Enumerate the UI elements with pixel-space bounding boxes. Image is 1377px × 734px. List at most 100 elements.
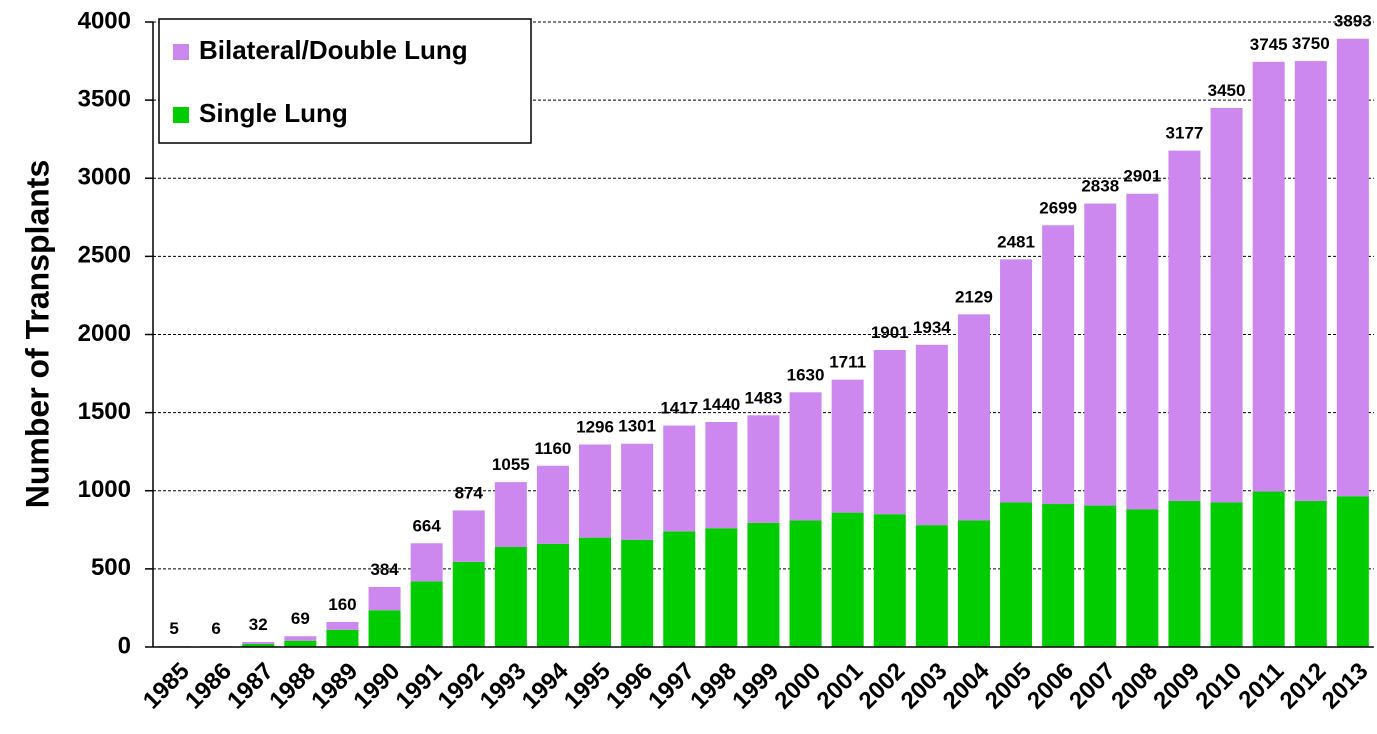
value-label: 69	[291, 609, 310, 628]
x-tick-label: 1988	[264, 658, 321, 715]
x-tick-label: 2007	[1064, 658, 1121, 715]
legend-label: Bilateral/Double Lung	[199, 35, 468, 65]
y-tick-label: 3000	[78, 164, 131, 191]
bar-segment	[242, 642, 275, 644]
bar-segment	[1084, 505, 1117, 647]
value-label: 1160	[535, 439, 572, 458]
bar-segment	[1336, 38, 1369, 497]
bar-segment	[789, 392, 822, 521]
bar-segment	[663, 531, 696, 647]
value-label: 2901	[1123, 167, 1161, 186]
bar-segment	[1042, 225, 1075, 505]
x-tick-label: 2004	[938, 657, 995, 714]
value-label: 5	[169, 619, 178, 638]
bar-segment	[747, 522, 780, 647]
bar-segment	[284, 636, 317, 641]
value-label: 3750	[1292, 34, 1330, 53]
y-tick-label: 500	[91, 554, 131, 581]
bar-segment	[663, 425, 696, 532]
bar-segment	[1252, 61, 1285, 492]
bar-segment	[1336, 496, 1369, 647]
bar-segment	[705, 422, 738, 529]
value-label: 2481	[997, 232, 1035, 251]
x-tick-label: 1990	[348, 658, 405, 715]
legend-swatch	[173, 44, 189, 60]
x-tick-label: 2009	[1148, 658, 1205, 715]
bar-segment	[1168, 150, 1201, 501]
bar-segment	[915, 344, 948, 526]
x-tick-label: 2008	[1106, 658, 1163, 715]
legend: Bilateral/Double Lung Single Lung	[158, 18, 532, 144]
bar-segment	[873, 514, 906, 647]
value-label: 3893	[1334, 12, 1372, 31]
value-label: 6	[211, 619, 220, 638]
value-label: 1483	[745, 388, 783, 407]
value-label: 2129	[955, 287, 993, 306]
value-label: 3450	[1208, 81, 1246, 100]
legend-box	[158, 18, 532, 144]
x-tick-label: 2005	[980, 658, 1037, 715]
bar-segment	[831, 512, 864, 647]
x-tick-label: 2001	[812, 658, 869, 715]
value-label: 2838	[1081, 177, 1119, 196]
y-axis-title: Number of Transplants	[19, 160, 55, 509]
x-tick-label: 2011	[1233, 658, 1289, 714]
x-tick-label: 1993	[475, 658, 532, 715]
bar-segment	[747, 415, 780, 523]
x-tick-label: 2002	[854, 658, 911, 715]
x-tick-label: 1986	[180, 658, 237, 715]
value-label: 1934	[913, 318, 951, 337]
legend-swatch	[173, 107, 189, 123]
x-tick-label: 2006	[1022, 658, 1079, 715]
x-tick-label: 2013	[1317, 658, 1374, 715]
bar-segment	[1084, 203, 1117, 506]
bar-segment	[831, 379, 864, 513]
x-tick-label: 1996	[601, 658, 658, 715]
bar-segment	[873, 349, 906, 515]
value-label: 32	[249, 615, 268, 634]
bar-segment	[452, 510, 485, 562]
bar-segment	[579, 537, 612, 647]
x-tick-label: 1997	[643, 658, 700, 715]
value-label: 1630	[787, 365, 825, 384]
value-label: 1417	[660, 399, 698, 418]
x-tick-label: 1991	[391, 658, 448, 715]
value-label: 384	[370, 560, 399, 579]
bar-segment	[1168, 500, 1201, 647]
x-tick-label: 1985	[138, 658, 195, 715]
value-label: 1301	[618, 417, 656, 436]
bar-segment	[705, 528, 738, 647]
bar-segment	[915, 525, 948, 647]
value-label: 160	[328, 595, 356, 614]
x-tick-label: 2000	[769, 658, 826, 715]
y-tick-label: 1000	[78, 476, 131, 503]
x-tick-label: 1995	[559, 658, 616, 715]
value-label: 1711	[829, 353, 866, 372]
value-label: 2699	[1039, 198, 1077, 217]
bar-segment	[957, 520, 990, 647]
x-tick-label: 1994	[517, 657, 574, 714]
value-label: 1440	[702, 395, 740, 414]
y-tick-label: 3500	[78, 85, 131, 112]
value-label: 1055	[492, 455, 530, 474]
value-label: 1901	[871, 323, 909, 342]
x-tick-label: 1999	[727, 658, 784, 715]
y-tick-label: 2500	[78, 242, 131, 269]
bar-segment	[452, 561, 485, 647]
x-tick-label: 1989	[306, 658, 363, 715]
bar-segment	[326, 622, 359, 630]
value-label: 3177	[1166, 124, 1204, 143]
legend-label: Single Lung	[199, 98, 348, 128]
bar-segment	[1042, 504, 1075, 647]
bar-segment	[242, 643, 275, 647]
bar-segment	[1252, 491, 1285, 647]
y-tick-label: 0	[118, 632, 131, 659]
x-tick-label: 1998	[685, 658, 742, 715]
bar-segment	[1126, 509, 1159, 647]
bar-segment	[1210, 107, 1243, 503]
bar-segment	[1210, 502, 1243, 647]
bar-segment	[494, 482, 527, 547]
bar-segment	[1294, 61, 1327, 501]
value-label: 874	[455, 483, 484, 502]
